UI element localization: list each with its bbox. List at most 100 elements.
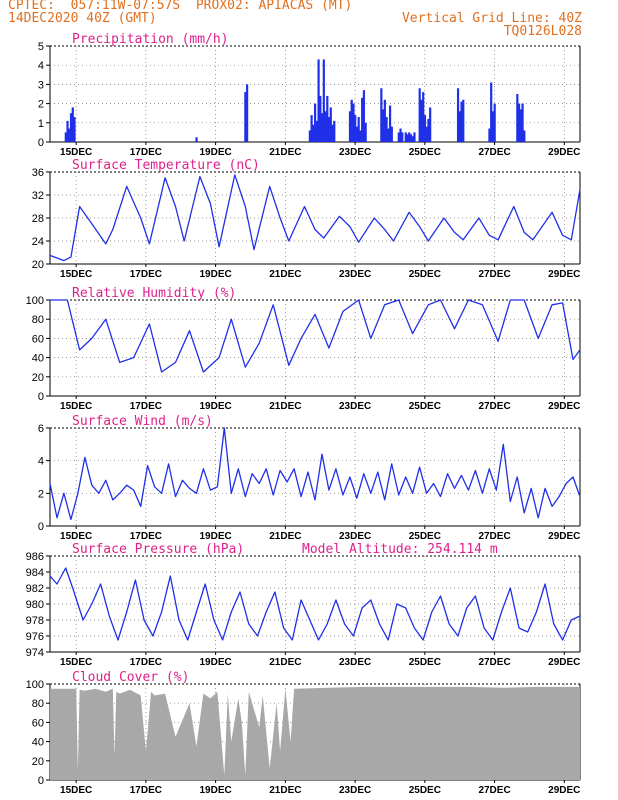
rh-ytick-label: 20 <box>32 372 44 384</box>
rh-xtick-label: 27DEC <box>478 401 510 412</box>
precip-bar <box>420 99 423 142</box>
header-line-2: 14DEC2020 40Z (GMT) <box>8 11 157 26</box>
pressure-ytick-label: 986 <box>26 551 44 563</box>
rh-ytick-label: 80 <box>32 314 44 326</box>
precip-bar <box>383 99 386 142</box>
wind-xtick-label: 29DEC <box>548 531 580 542</box>
precip-bar <box>413 132 416 142</box>
wind-panel: 15DEC 17DEC 19DEC 21DEC 23DEC 25DEC 27DEC 29DEC… <box>38 414 581 542</box>
precip-ytick-label: 3 <box>38 79 44 91</box>
precip-bar <box>322 59 325 142</box>
precip-bar <box>456 88 460 142</box>
precip-bar <box>64 132 67 142</box>
cloud-area <box>50 686 580 780</box>
precip-bar <box>517 103 521 142</box>
pressure-xtick-label: 19DEC <box>200 657 232 668</box>
precip-xtick-label: 21DEC <box>269 147 301 158</box>
precip-bar <box>385 117 388 142</box>
cloud-ytick-label: 60 <box>32 717 44 729</box>
rh-ytick-label: 100 <box>26 295 44 307</box>
precip-bar <box>387 128 390 142</box>
precip-bar <box>380 88 383 142</box>
precip-ytick-label: 4 <box>38 60 44 72</box>
precip-bar <box>406 134 409 142</box>
precip-bar <box>401 132 404 142</box>
temp-ytick-label: 36 <box>32 167 44 179</box>
rh-xtick-label: 19DEC <box>200 401 232 412</box>
precip-bar <box>333 120 336 142</box>
precip-bar <box>460 101 463 142</box>
precip-title: Precipitation (mm/h) <box>72 32 229 47</box>
temp-xtick-label: 23DEC <box>339 269 371 280</box>
rh-xtick-label: 21DEC <box>269 401 301 412</box>
precip-bar <box>488 128 491 142</box>
cloud-xtick-label: 19DEC <box>200 785 232 796</box>
precip-bar <box>69 113 73 142</box>
precip-bar <box>314 103 317 142</box>
precip-xtick-label: 23DEC <box>339 147 371 158</box>
precip-bar <box>310 115 313 142</box>
precip-bar <box>516 94 519 142</box>
precip-bar <box>319 95 322 142</box>
pressure-annotation: Model Altitude: 254.114 m <box>302 542 498 557</box>
cloud-title: Cloud Cover (%) <box>72 670 189 685</box>
precip-bar <box>354 115 357 142</box>
precip-bar <box>331 124 334 142</box>
cloud-panel: 15DEC 17DEC 19DEC 21DEC 23DEC 25DEC 27DEC 29DEC… <box>26 670 581 796</box>
precip-bar <box>244 92 247 142</box>
wind-xtick-label: 17DEC <box>130 531 162 542</box>
wind-xtick-label: 25DEC <box>409 531 441 542</box>
precip-xtick-label: 15DEC <box>60 147 92 158</box>
precip-xtick-label: 29DEC <box>548 147 580 158</box>
precip-bar <box>427 118 430 142</box>
rh-ytick-label: 60 <box>32 333 44 345</box>
cloud-xtick-label: 15DEC <box>60 785 92 796</box>
precip-ytick-label: 0 <box>38 137 44 149</box>
wind-xtick-label: 21DEC <box>269 531 301 542</box>
precip-bar <box>357 117 360 142</box>
cloud-xtick-label: 25DEC <box>409 785 441 796</box>
temp-xtick-label: 21DEC <box>269 269 301 280</box>
pressure-xtick-label: 21DEC <box>269 657 301 668</box>
cloud-xtick-label: 23DEC <box>339 785 371 796</box>
rh-title: Relative Humidity (%) <box>72 286 236 301</box>
precip-bar <box>329 107 332 142</box>
wind-xtick-label: 27DEC <box>478 531 510 542</box>
precip-bar <box>317 59 320 142</box>
precip-xtick-label: 27DEC <box>478 147 510 158</box>
precip-xtick-label: 25DEC <box>409 147 441 158</box>
precip-ytick-label: 5 <box>38 41 44 53</box>
precip-bar <box>409 134 413 142</box>
cloud-ytick-label: 80 <box>32 698 44 710</box>
run-code: TQ0126L028 <box>503 24 582 39</box>
temp-xtick-label: 19DEC <box>200 269 232 280</box>
precip-ytick-label: 2 <box>38 99 44 111</box>
cloud-xtick-label: 21DEC <box>269 785 301 796</box>
precip-bar <box>521 103 524 142</box>
pressure-xtick-label: 15DEC <box>60 657 92 668</box>
wind-xtick-label: 19DEC <box>200 531 232 542</box>
rh-xtick-label: 29DEC <box>548 401 580 412</box>
precip-bar <box>399 128 402 142</box>
temp-xtick-label: 15DEC <box>60 269 92 280</box>
header-line-1: CPTEC: 057:11W-07:57S PROX02: APIACAS (M… <box>8 0 353 13</box>
precip-xtick-label: 19DEC <box>200 147 232 158</box>
rh-xtick-label: 17DEC <box>130 401 162 412</box>
temp-xtick-label: 29DEC <box>548 269 580 280</box>
pressure-ytick-label: 974 <box>26 647 44 659</box>
precip-bar <box>493 103 496 142</box>
temp-series-line <box>49 174 581 262</box>
pressure-panel: 15DEC 17DEC 19DEC 21DEC 23DEC 25DEC 27DEC 29DEC… <box>26 542 581 668</box>
precip-bar <box>411 136 414 142</box>
precip-bar <box>490 82 493 142</box>
wind-title: Surface Wind (m/s) <box>72 414 213 429</box>
pressure-xtick-label: 27DEC <box>478 657 510 668</box>
precip-bar <box>355 126 359 142</box>
rh-ytick-label: 40 <box>32 353 44 365</box>
precip-bar <box>246 84 249 142</box>
pressure-ytick-label: 980 <box>26 599 44 611</box>
cloud-xtick-label: 29DEC <box>548 785 580 796</box>
precip-bar <box>348 111 352 142</box>
precip-bar <box>361 97 364 142</box>
